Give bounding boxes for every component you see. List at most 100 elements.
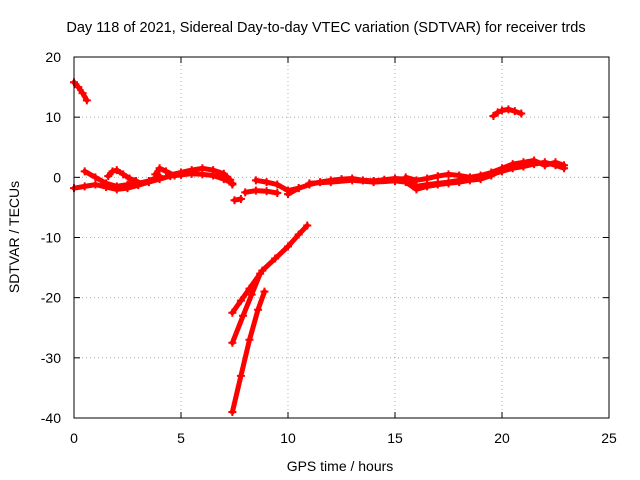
data-point: [155, 164, 164, 173]
data-point: [80, 167, 89, 176]
data-point: [284, 242, 292, 251]
y-tick-label: 20: [45, 49, 61, 65]
data-point: [493, 108, 502, 117]
data-point: [187, 166, 196, 175]
data-point: [78, 89, 87, 98]
data-point: [273, 188, 282, 197]
data-point: [125, 174, 134, 183]
data-point: [510, 107, 519, 116]
data-point: [221, 173, 230, 182]
data-point: [228, 180, 237, 189]
data-point: [530, 156, 539, 165]
data-point: [519, 158, 528, 167]
series-arc-main-e: [403, 158, 567, 183]
data-point: [423, 182, 432, 191]
data-point: [560, 161, 569, 170]
data-point: [151, 170, 160, 179]
data-point: [294, 230, 303, 239]
data-point: [236, 371, 245, 380]
data-point: [260, 287, 269, 296]
data-point: [498, 164, 506, 173]
data-point: [177, 168, 185, 177]
data-point: [455, 171, 464, 180]
data-point: [504, 105, 513, 114]
series-arc-rising: [229, 223, 310, 316]
data-point: [162, 167, 171, 176]
data-point: [284, 190, 292, 199]
data-point: [412, 176, 421, 185]
data-point: [251, 186, 260, 195]
data-point: [551, 158, 560, 167]
data-point: [247, 290, 256, 299]
data-point: [262, 178, 271, 187]
data-point: [305, 179, 314, 188]
data-point: [112, 182, 121, 191]
x-tick-label: 0: [70, 430, 78, 446]
data-point: [215, 169, 224, 178]
data-point: [80, 182, 89, 191]
data-point: [236, 194, 245, 203]
data-point: [465, 173, 474, 182]
data-point: [112, 166, 121, 175]
y-tick-label: -10: [41, 230, 61, 246]
x-tick-label: 10: [280, 430, 296, 446]
data-point: [251, 176, 260, 185]
data-point: [423, 174, 432, 183]
data-point: [489, 111, 498, 120]
data-point: [254, 305, 263, 314]
data-point: [401, 173, 410, 182]
y-tick-label: 0: [53, 169, 61, 185]
series-arc-8-9h: [242, 188, 280, 196]
ticks-layer: 0 5 10 15 20 25 20 10 0 -10 -20 -30 -40: [41, 49, 617, 446]
data-point: [209, 166, 218, 175]
data-point: [271, 254, 280, 263]
data-point: [391, 176, 399, 185]
data-point: [433, 180, 442, 189]
data-point: [239, 311, 248, 320]
series-layer: [70, 78, 569, 416]
data-point: [144, 176, 153, 185]
data-point: [540, 161, 549, 170]
data-point: [245, 335, 254, 344]
x-axis-label: GPS time / hours: [287, 458, 394, 474]
y-tick-label: -20: [41, 290, 61, 306]
data-point: [303, 221, 312, 230]
data-point: [91, 173, 100, 182]
data-point: [228, 407, 237, 416]
data-point: [102, 179, 111, 188]
x-tick-label: 25: [601, 430, 617, 446]
data-point: [412, 185, 421, 194]
data-point: [498, 106, 506, 115]
x-tick-label: 20: [494, 430, 510, 446]
data-point: [82, 96, 91, 105]
data-point: [74, 83, 83, 92]
y-axis-label: SDTVAR / TECUs: [6, 181, 22, 293]
data-point: [245, 284, 254, 293]
data-point: [348, 176, 357, 185]
data-point: [258, 266, 267, 275]
data-point: [326, 178, 335, 187]
x-tick-label: 5: [177, 430, 185, 446]
data-point: [508, 160, 517, 169]
series-arc-start-high: [71, 79, 90, 103]
y-tick-label: 10: [45, 109, 61, 125]
data-point: [228, 338, 237, 347]
data-point: [433, 172, 442, 181]
data-point: [123, 180, 132, 189]
data-point: [517, 109, 526, 118]
data-point: [91, 180, 100, 189]
data-point: [108, 167, 117, 176]
data-point: [369, 178, 378, 187]
data-point: [241, 188, 250, 197]
data-point: [294, 184, 303, 193]
x-tick-label: 15: [387, 430, 403, 446]
data-point: [273, 180, 282, 189]
grid-layer: [74, 57, 609, 418]
data-point: [476, 171, 485, 180]
data-point: [262, 187, 271, 196]
y-tick-label: -40: [41, 410, 61, 426]
data-point: [198, 164, 207, 173]
y-tick-label: -30: [41, 350, 61, 366]
data-point: [444, 170, 453, 179]
